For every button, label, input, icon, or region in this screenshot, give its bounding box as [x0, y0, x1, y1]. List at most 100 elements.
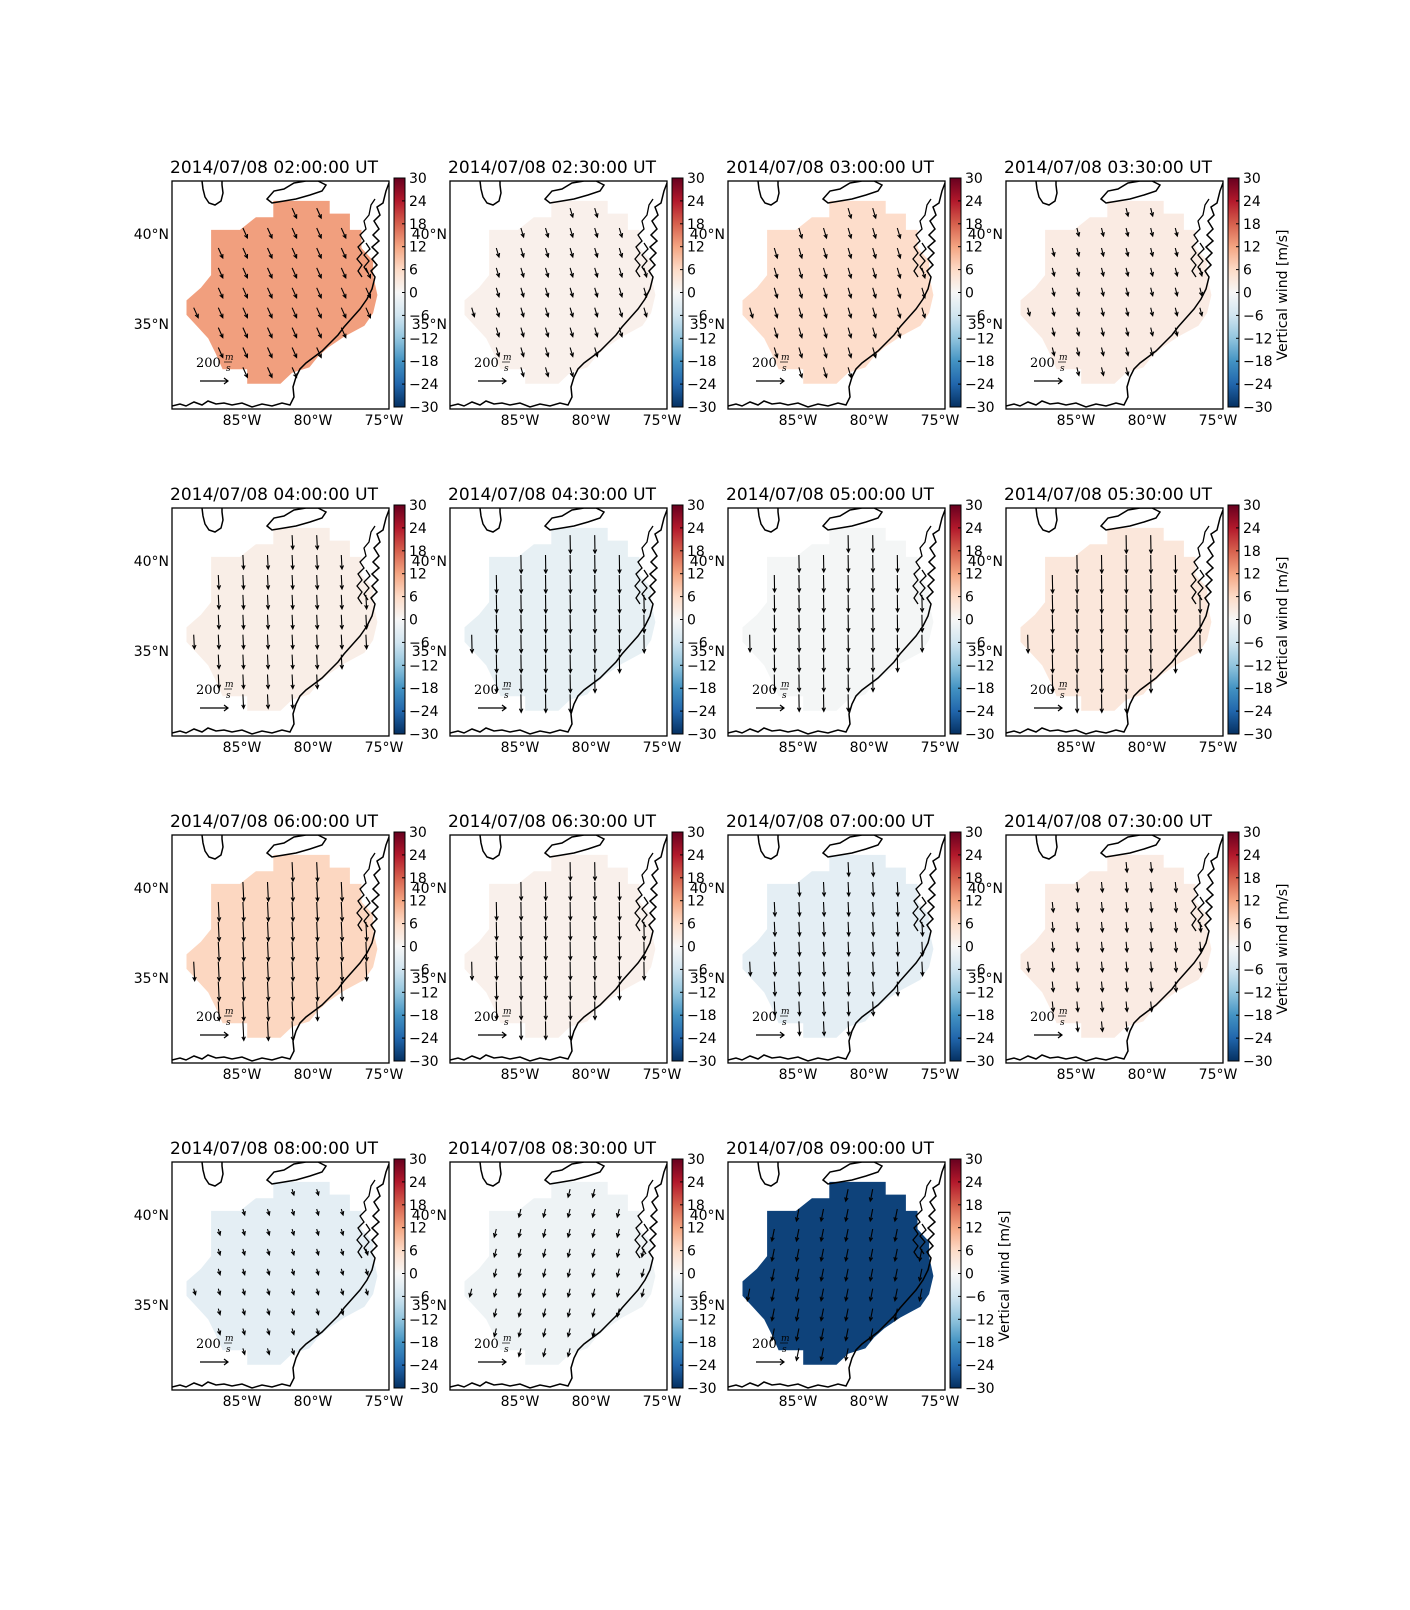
wind-arrow	[192, 961, 197, 982]
wind-arrow	[290, 1001, 296, 1022]
colorbar-tick-label: 6	[409, 917, 418, 933]
wind-arrow	[1149, 327, 1155, 337]
wind-arrow	[796, 554, 802, 574]
colorbar-tick-label: −24	[1243, 1031, 1273, 1047]
wind-arrow	[494, 1001, 499, 1021]
wind-arrow	[518, 654, 524, 674]
wind-arrow	[266, 1001, 271, 1022]
map-frame	[449, 507, 668, 737]
wind-arrow	[568, 674, 573, 694]
wind-arrow	[241, 674, 246, 690]
wind-arrow	[1075, 287, 1081, 298]
colorbar-tick-label: 0	[409, 940, 418, 956]
y-tick-label: 35°N	[690, 971, 725, 987]
wind-arrow	[846, 941, 851, 958]
panel-title: 2014/07/08 07:00:00 UT	[726, 812, 935, 832]
wind-arrow	[339, 1228, 345, 1237]
wind-arrow	[314, 594, 320, 611]
wind-arrow	[822, 307, 828, 319]
wind-arrow	[868, 1228, 874, 1243]
wind-arrow	[1149, 881, 1154, 894]
wind-arrow	[821, 941, 827, 958]
wind-arrow	[216, 1248, 222, 1257]
wind-arrow	[1173, 554, 1178, 575]
wind-arrow	[846, 614, 851, 634]
vertical-wind-field	[1020, 527, 1212, 711]
wind-arrow	[747, 634, 753, 653]
y-tick-label: 40°N	[412, 227, 447, 243]
key-value: 200	[474, 1010, 499, 1025]
wind-arrow	[1198, 921, 1203, 934]
wind-arrow	[495, 347, 501, 358]
key-unit-num: m	[781, 680, 790, 690]
colorbar-tick-label: 18	[965, 217, 983, 233]
wind-arrow	[216, 901, 222, 923]
colorbar-tick-label: −6	[409, 308, 430, 324]
colorbar-tick-label: 12	[409, 1221, 427, 1237]
wind-arrow	[617, 614, 622, 635]
map-area: 200 ms	[171, 180, 390, 410]
wind-arrow	[844, 1348, 849, 1362]
colorbar-tick-label: −30	[687, 1381, 717, 1397]
wind-arrow	[1198, 961, 1203, 973]
wind-arrow	[641, 634, 647, 654]
y-tick-label: 40°N	[134, 881, 169, 897]
wind-arrow	[568, 535, 573, 555]
wind-arrow	[1100, 227, 1105, 238]
colorbar-tick-label: 18	[687, 217, 705, 233]
wind-arrow	[794, 1308, 800, 1322]
wind-arrow	[618, 227, 624, 239]
wind-arrow	[543, 674, 548, 694]
wind-arrow	[569, 227, 574, 239]
wind-arrow	[1124, 1001, 1129, 1013]
map-panel: 2014/07/08 05:00:00 UT 200 ms 40°N 35°N 85°W 8…	[690, 485, 995, 756]
wind-arrow	[1124, 881, 1129, 894]
colorbar-tick-label: 6	[1243, 917, 1252, 933]
wind-arrow	[1173, 941, 1179, 954]
x-tick-label: 75°W	[1199, 1067, 1238, 1083]
key-unit-num: m	[503, 1007, 512, 1017]
map-panel: 2014/07/08 08:30:00 UT 200 ms 40°N 35°N 85°W 8…	[412, 1139, 717, 1410]
wind-arrow	[1075, 881, 1080, 894]
wind-arrow	[568, 881, 573, 902]
wind-arrow	[568, 654, 573, 674]
chesapeake-bay	[356, 1179, 376, 1259]
x-tick-label: 85°W	[1057, 413, 1096, 429]
wind-arrow	[822, 347, 828, 359]
wind-arrow	[364, 634, 369, 650]
wind-arrow	[316, 227, 322, 240]
wind-arrow	[339, 981, 345, 1002]
wind-arrow	[640, 1268, 645, 1279]
colorbar-tick-label: −6	[965, 962, 986, 978]
wind-arrow	[594, 327, 599, 338]
colorbar-tick-label: 12	[965, 240, 983, 256]
wind-arrow	[615, 1288, 621, 1298]
wind-arrow	[640, 1248, 645, 1259]
wind-arrow	[870, 881, 876, 898]
key-unit-num: m	[225, 680, 234, 690]
wind-arrow	[1075, 267, 1081, 278]
map-content	[1006, 508, 1223, 735]
coastline	[728, 182, 945, 408]
wind-arrow	[920, 941, 925, 958]
wind-arrow	[896, 287, 902, 300]
wind-arrow	[870, 1001, 876, 1017]
wind-arrow	[594, 307, 599, 318]
map-frame	[171, 507, 390, 737]
wind-arrow	[1173, 961, 1179, 973]
key-arrow	[756, 704, 785, 712]
key-value: 200	[752, 1337, 777, 1352]
vertical-wind-field	[742, 527, 934, 711]
wind-arrow	[290, 694, 295, 710]
wind-arrow	[1124, 961, 1129, 973]
wind-arrow	[543, 901, 548, 922]
colorbar-tick-label: 30	[965, 171, 983, 187]
wind-arrow	[592, 881, 598, 902]
wind-arrow	[339, 634, 345, 650]
y-tick-label: 35°N	[412, 644, 447, 660]
colorbar-tick-label: 0	[409, 613, 418, 629]
wind-arrow	[1124, 862, 1129, 874]
colorbar-tick-label: 6	[409, 263, 418, 279]
wind-arrow	[1075, 227, 1081, 238]
wind-arrow	[1148, 634, 1154, 654]
